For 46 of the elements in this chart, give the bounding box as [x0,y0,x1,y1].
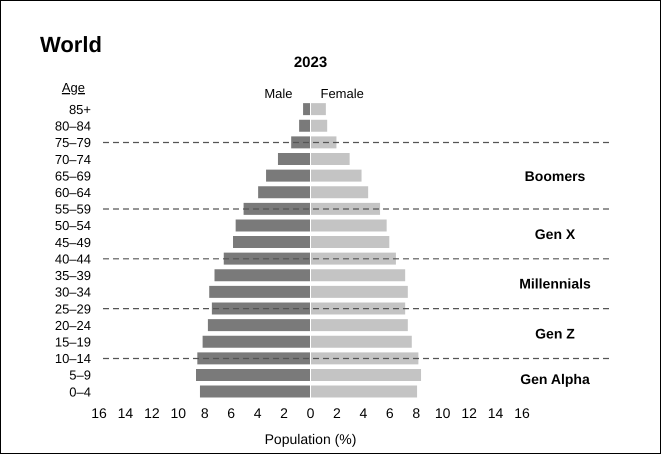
y-tick-label: 60–64 [54,184,91,200]
series-label: Female [320,86,364,101]
x-tick-label: 16 [514,404,530,421]
y-tick-label: 70–74 [54,152,91,167]
y-tick-label: 55–59 [54,202,91,217]
chart-subtitle: 2023 [294,54,328,71]
x-tick-label: 4 [359,404,368,421]
y-tick-label: 50–54 [54,218,91,234]
chart-title: World [40,32,102,57]
x-tick-label: 2 [333,404,342,421]
series-label: Male [264,86,292,101]
y-tick-label: 30–34 [54,284,91,300]
x-tick-label: 12 [144,404,160,421]
y-tick-label: 15–19 [54,334,91,350]
x-tick-label: 6 [227,404,236,421]
x-tick-label: 2 [280,404,288,421]
x-axis-title: Population (%) [264,431,356,447]
x-tick-label: 14 [488,404,504,421]
y-tick-label: 80–84 [54,118,91,134]
y-tick-label: 45–49 [54,234,91,250]
text: Gen X [534,226,576,242]
annotation: Gen Alpha [520,371,590,388]
text: Boomers [524,168,586,184]
y-axis-title: Age [62,80,85,95]
x-tick-label: 8 [200,404,209,421]
y-tick-label: 5–9 [69,368,91,383]
y-tick-label: 40–44 [54,251,91,266]
x-tick-label: 8 [412,404,420,421]
text: Gen Z [535,326,576,342]
y-tick-label: 10–14 [54,351,91,366]
y-tick-label: 75–79 [54,135,91,150]
y-tick-label: 0–4 [69,384,91,400]
y-tick-label: 65–69 [54,168,91,184]
x-tick-label: 16 [91,404,107,421]
x-tick-label: 0 [306,404,315,421]
x-tick-label: 4 [254,404,262,421]
y-tick-label: 25–29 [54,301,91,316]
x-tick-label: 10 [170,404,186,421]
x-tick-label: 10 [434,404,451,421]
y-tick-label: 85+ [68,102,91,117]
x-tick-label: 12 [461,404,478,421]
y-tick-label: 20–24 [54,318,91,333]
annotation: Millennials [519,276,591,292]
x-tick-label: 6 [386,404,394,421]
y-tick-label: 35–39 [54,268,91,284]
x-tick-label: 14 [118,404,134,421]
